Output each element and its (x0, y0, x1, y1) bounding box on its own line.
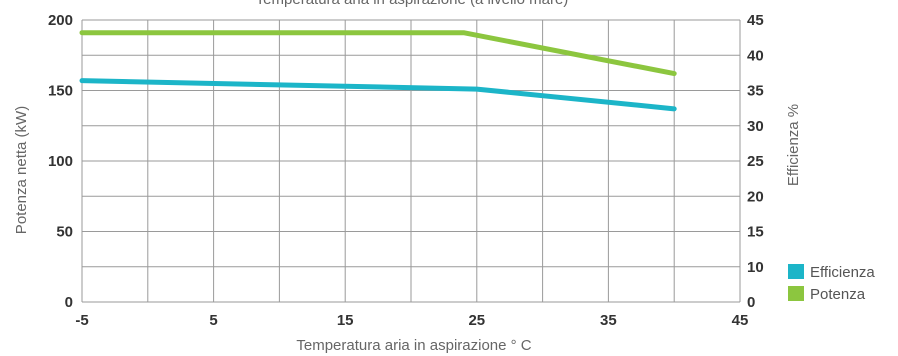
legend-swatch (788, 264, 804, 279)
y-right-tick-label: 0 (747, 294, 755, 311)
y-right-tick-label: 45 (747, 12, 764, 29)
x-axis-label: Temperatura aria in aspirazione ° C (296, 337, 531, 354)
x-tick-label: 5 (209, 312, 217, 329)
y-left-tick-label: 200 (48, 12, 73, 29)
y-left-tick-label: 100 (48, 153, 73, 170)
y-right-tick-label: 25 (747, 153, 764, 170)
y-left-tick-label: 50 (56, 224, 73, 241)
legend-label: Efficienza (810, 264, 875, 281)
x-tick-label: -5 (75, 312, 88, 329)
legend-label: Potenza (810, 286, 866, 303)
grid (81, 19, 741, 303)
y-axis-right-label: Efficienza % (785, 104, 802, 186)
x-tick-label: 45 (732, 312, 749, 329)
y-right-tick-label: 40 (747, 47, 764, 64)
legend-swatch (788, 286, 804, 301)
x-tick-label: 35 (600, 312, 617, 329)
y-axis-left-label: Potenza netta (kW) (13, 106, 30, 234)
y-left-tick-label: 150 (48, 83, 73, 100)
y-right-tick-label: 30 (747, 118, 764, 135)
y-right-tick-label: 10 (747, 259, 764, 276)
y-right-tick-label: 35 (747, 83, 764, 100)
x-tick-label: 25 (468, 312, 485, 329)
y-right-tick-label: 15 (747, 224, 764, 241)
series-lines (79, 30, 677, 112)
chart-title: Temperatura aria in aspirazione (a livel… (256, 0, 569, 8)
y-right-tick-label: 20 (747, 188, 764, 205)
series-line-potenza (79, 30, 677, 77)
series-line-efficienza (79, 78, 677, 112)
legend: Efficienza Potenza (788, 264, 875, 303)
x-tick-label: 15 (337, 312, 354, 329)
y-left-tick-label: 0 (65, 294, 73, 311)
